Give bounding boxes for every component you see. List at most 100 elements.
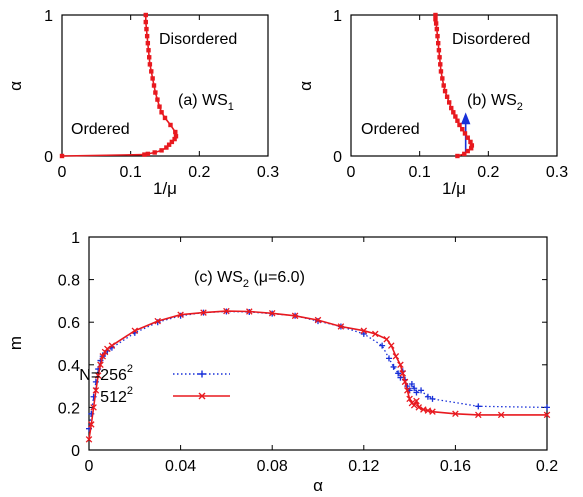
panel-b-series-0-point-19 xyxy=(438,69,444,74)
panel-a-xtick-label-0: 0 xyxy=(58,164,67,181)
panel-c-series-1-point-2 xyxy=(90,404,97,411)
panel-c-series-0-point-37 xyxy=(544,404,550,411)
panel-c-series-0-point-22 xyxy=(385,355,392,362)
panel-c-series-1-point-0 xyxy=(85,436,93,443)
panel-c-frame xyxy=(88,236,548,451)
panel-a-series-0-point-15 xyxy=(155,97,160,102)
panel-c-series-0-point-31 xyxy=(411,385,418,392)
panel-c-series-0-point-34 xyxy=(424,393,431,400)
panel-b-series-0-point-5 xyxy=(468,139,473,145)
panel-a-series-0-point-11 xyxy=(168,122,173,128)
panel-c-series-1-point-15 xyxy=(246,308,253,315)
panel-a-xtick-label-3: 0.3 xyxy=(257,164,279,181)
panel-b-series-0-point-21 xyxy=(437,55,442,60)
panel-a-xtick-label-1: 0.1 xyxy=(120,164,142,181)
panel-a-series-0-point-26 xyxy=(143,19,148,25)
panel-c-series-0-point-23 xyxy=(390,363,397,370)
panel-a-series-0-point-18 xyxy=(150,76,155,81)
panel-c-series-1-point-20 xyxy=(360,327,368,334)
panel-c-xlabel: α xyxy=(313,476,323,495)
panel-c-series-0-point-35 xyxy=(429,395,436,402)
panel-c-series-0-point-33 xyxy=(418,387,425,394)
panel-b-title: (b) WS2 xyxy=(467,92,523,113)
panel-c-ylabel: m xyxy=(6,336,25,350)
panel-b: 0 0.1 0.2 0.3 0 1 α 1/μ Disordered Ordered (b… xyxy=(296,8,568,198)
panel-b-series-0-point-16 xyxy=(442,88,448,94)
panel-c-series-1-point-26 xyxy=(399,370,406,377)
panel-c-series-1-point-16 xyxy=(268,309,276,317)
panel-a-series-0-point-0 xyxy=(59,153,65,159)
panel-a: 0 0.1 0.2 0.3 0 1 α 1/μ Disordered Ordered (a… xyxy=(6,8,279,198)
panel-a-frame xyxy=(61,14,269,157)
panel-c-title: (c) WS2 (μ=6.0) xyxy=(194,269,305,290)
panel-a-series-0-point-20 xyxy=(147,62,153,67)
panel-b-series-0-point-22 xyxy=(436,48,442,53)
panel-a-title: (a) WS1 xyxy=(178,92,234,113)
panel-b-disordered-label: Disordered xyxy=(452,31,530,48)
panel-c-xtick-label-4: 0.16 xyxy=(440,458,471,475)
panel-c-xtick-label-0: 0 xyxy=(85,458,94,475)
panel-c-series-1-point-5 xyxy=(97,361,104,369)
panel-a-ytick-label-0: 0 xyxy=(44,149,53,166)
panel-c-series-1-point-36 xyxy=(429,408,436,415)
panel-b-series-0-point-10 xyxy=(455,118,460,123)
panel-a-series-0-point-25 xyxy=(144,26,149,32)
panel-a-series-0-point-8 xyxy=(172,136,177,142)
panel-b-series-0-point-2 xyxy=(465,148,470,154)
panel-c-series-1-line xyxy=(88,310,547,440)
panel-a-series-0-point-24 xyxy=(144,33,150,39)
panel-b-ylabel: α xyxy=(296,81,315,91)
panel-a-series-0-point-17 xyxy=(151,83,157,88)
panel-c-ticks: 0 0.04 0.08 0.12 0.16 0.2 0 0.2 0.4 0.6 0.8 1 xyxy=(58,230,558,475)
panel-c-series-1-point-37 xyxy=(452,410,459,418)
panel-c-series-0-point-32 xyxy=(413,389,420,396)
panel-a-series xyxy=(59,12,179,159)
legend-entry-512-label: 5122 xyxy=(100,385,133,406)
panel-c-series-1-point-28 xyxy=(404,387,411,394)
panel-b-series-0-point-7 xyxy=(462,131,468,136)
panel-b-xtick-label-3: 0.3 xyxy=(546,164,568,181)
panel-a-series-0-point-7 xyxy=(169,139,175,145)
legend: N=2562 5122 xyxy=(79,363,230,406)
panel-a-series-0-point-10 xyxy=(173,129,178,135)
panel-c-ytick-label-4: 0.8 xyxy=(58,273,80,290)
panel-a-series-0-point-16 xyxy=(153,90,158,95)
panel-b-xtick-label-1: 0.1 xyxy=(409,164,431,181)
panel-a-disordered-label: Disordered xyxy=(159,31,237,48)
panel-c-series-0-point-21 xyxy=(379,342,386,349)
panel-a-xtick-label-2: 0.2 xyxy=(188,164,210,181)
panel-b-xtick-label-0: 0 xyxy=(347,164,356,181)
panel-a-ordered-label: Ordered xyxy=(71,121,130,138)
panel-c-series-1-point-6 xyxy=(99,353,106,360)
panel-a-ytick-label-1: 1 xyxy=(44,8,53,25)
legend-entry-256-label: N=2562 xyxy=(79,363,133,384)
panel-b-frame xyxy=(350,14,558,157)
panel-c: 0 0.04 0.08 0.12 0.16 0.2 0 0.2 0.4 0.6 0.8 1 m α (… xyxy=(6,230,558,495)
panel-c-series-1-point-9 xyxy=(108,342,116,349)
panel-c-series-1-point-31 xyxy=(410,402,418,409)
panel-b-series-0-point-4 xyxy=(469,143,475,148)
panel-c-xtick-label-3: 0.12 xyxy=(348,458,379,475)
panel-c-series-1-point-4 xyxy=(94,372,102,379)
panel-c-series-1-point-39 xyxy=(497,411,505,419)
panel-b-series-0-point-23 xyxy=(436,41,441,46)
panel-a-series-0-point-14 xyxy=(157,104,162,109)
panel-a-ticks: 0 0.1 0.2 0.3 0 1 xyxy=(44,8,279,181)
panel-c-series-1-point-29 xyxy=(406,395,413,403)
panel-a-series-0-point-6 xyxy=(166,142,172,147)
panel-a-series-0-point-27 xyxy=(143,12,148,18)
legend-entry-256-marker xyxy=(198,370,206,378)
panel-c-ytick-label-0: 0 xyxy=(71,443,80,460)
panel-c-series xyxy=(85,307,551,443)
panel-c-xtick-label-1: 0.04 xyxy=(165,458,196,475)
panel-b-series-0-point-27 xyxy=(433,17,438,22)
panel-c-xtick-label-2: 0.08 xyxy=(257,458,288,475)
panel-b-series-0-point-13 xyxy=(449,105,454,111)
legend-entry-512-marker xyxy=(198,392,206,400)
panel-b-series-0-point-12 xyxy=(451,110,456,115)
panel-c-series-1-point-14 xyxy=(223,307,230,315)
panel-c-series-0-point-24 xyxy=(395,370,402,377)
panel-c-series-1-point-18 xyxy=(314,316,322,324)
panel-c-series-1-point-17 xyxy=(291,312,299,320)
panel-c-ytick-label-5: 1 xyxy=(71,230,80,247)
